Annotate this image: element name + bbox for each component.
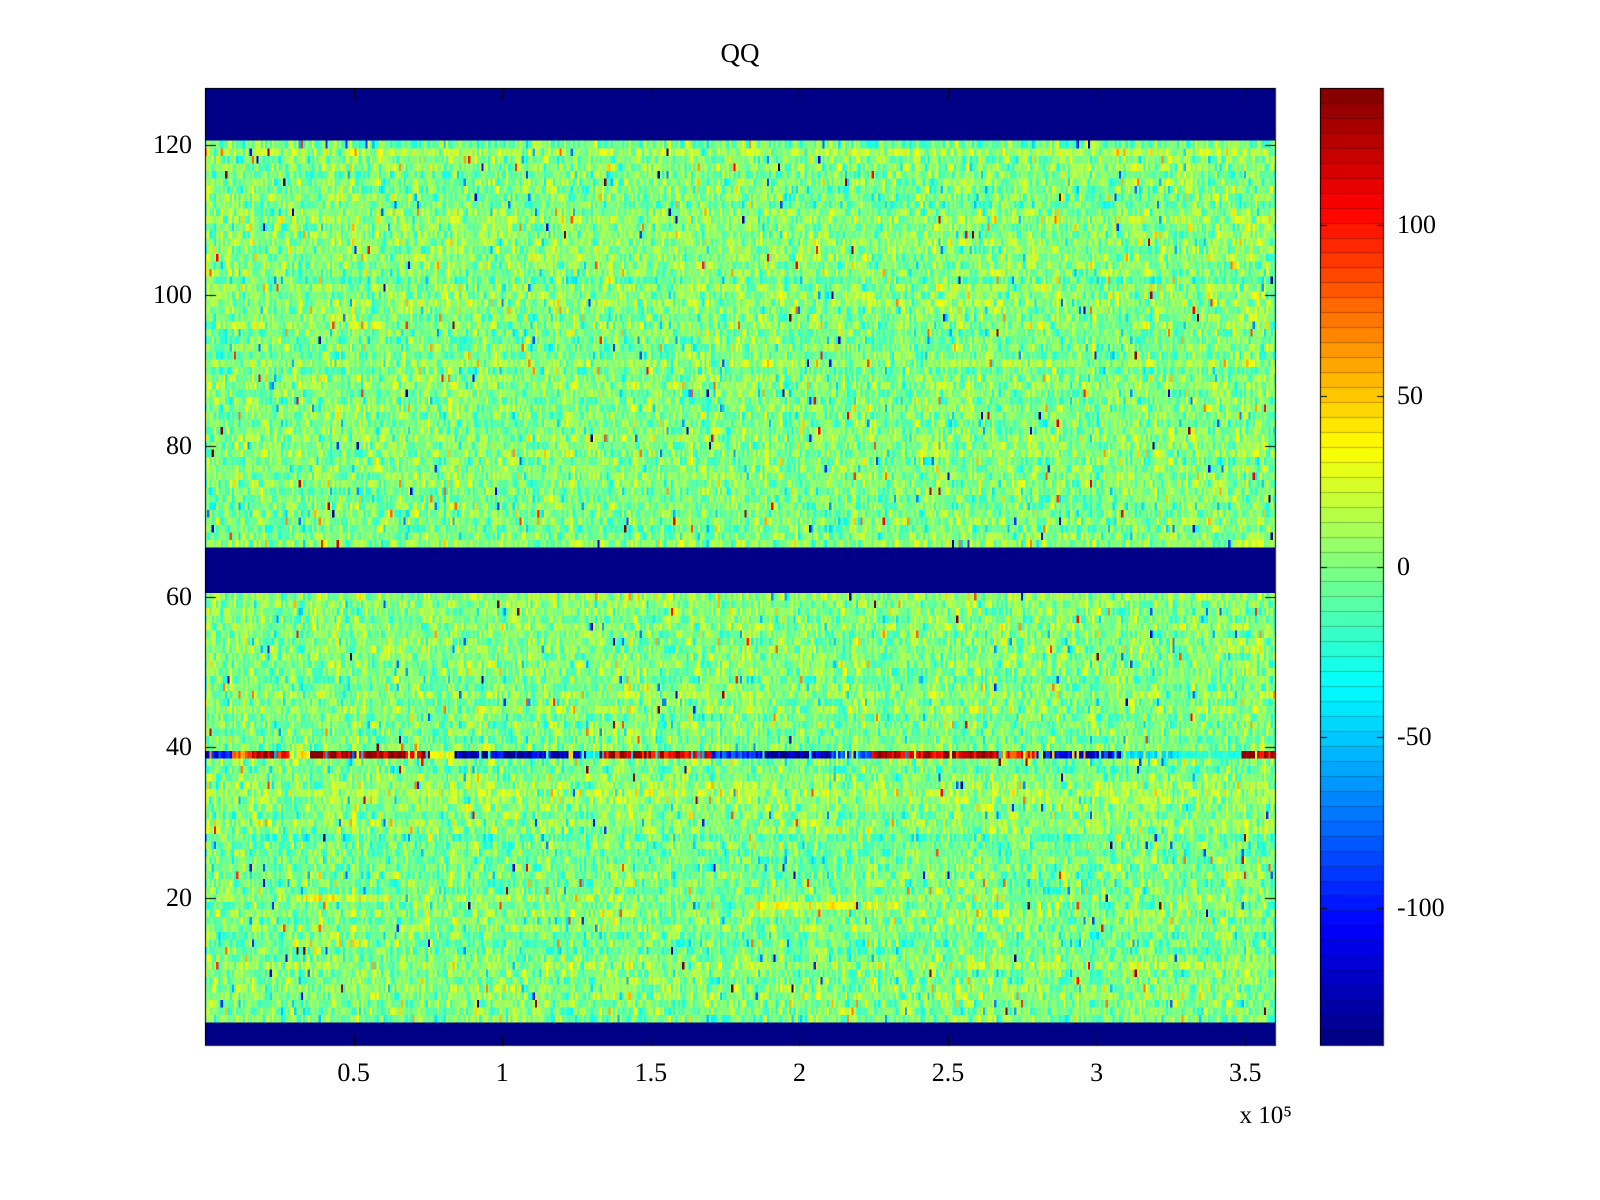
y-tick-label: 120 bbox=[153, 129, 192, 159]
colorbar-tick-label: -50 bbox=[1397, 722, 1432, 752]
x-tick-label: 0.5 bbox=[337, 1058, 370, 1087]
chart-title: QQ bbox=[720, 38, 760, 68]
heatmap-image bbox=[205, 88, 1275, 1045]
colorbar-tick-label: 50 bbox=[1397, 380, 1423, 410]
y-tick-label: 40 bbox=[166, 732, 192, 762]
x-tick-label: 3 bbox=[1090, 1058, 1104, 1087]
x-tick-label: 3.5 bbox=[1229, 1058, 1262, 1087]
colorbar-tick-label: -100 bbox=[1397, 893, 1445, 923]
x-axis-scale-label: x 10⁵ bbox=[1239, 1102, 1292, 1129]
x-tick-label: 2.5 bbox=[931, 1058, 965, 1087]
x-tick-label: 1.5 bbox=[634, 1058, 668, 1087]
x-tick-label: 1 bbox=[495, 1058, 509, 1087]
colorbar bbox=[1320, 88, 1383, 1045]
y-tick-label: 100 bbox=[153, 280, 192, 310]
y-tick-label: 80 bbox=[166, 430, 192, 460]
x-tick-label: 2 bbox=[792, 1058, 806, 1087]
y-tick-label: 60 bbox=[166, 581, 192, 611]
y-tick-label: 20 bbox=[166, 883, 192, 913]
colorbar-tick-label: 100 bbox=[1397, 209, 1436, 239]
colorbar-tick-label: 0 bbox=[1397, 551, 1410, 581]
